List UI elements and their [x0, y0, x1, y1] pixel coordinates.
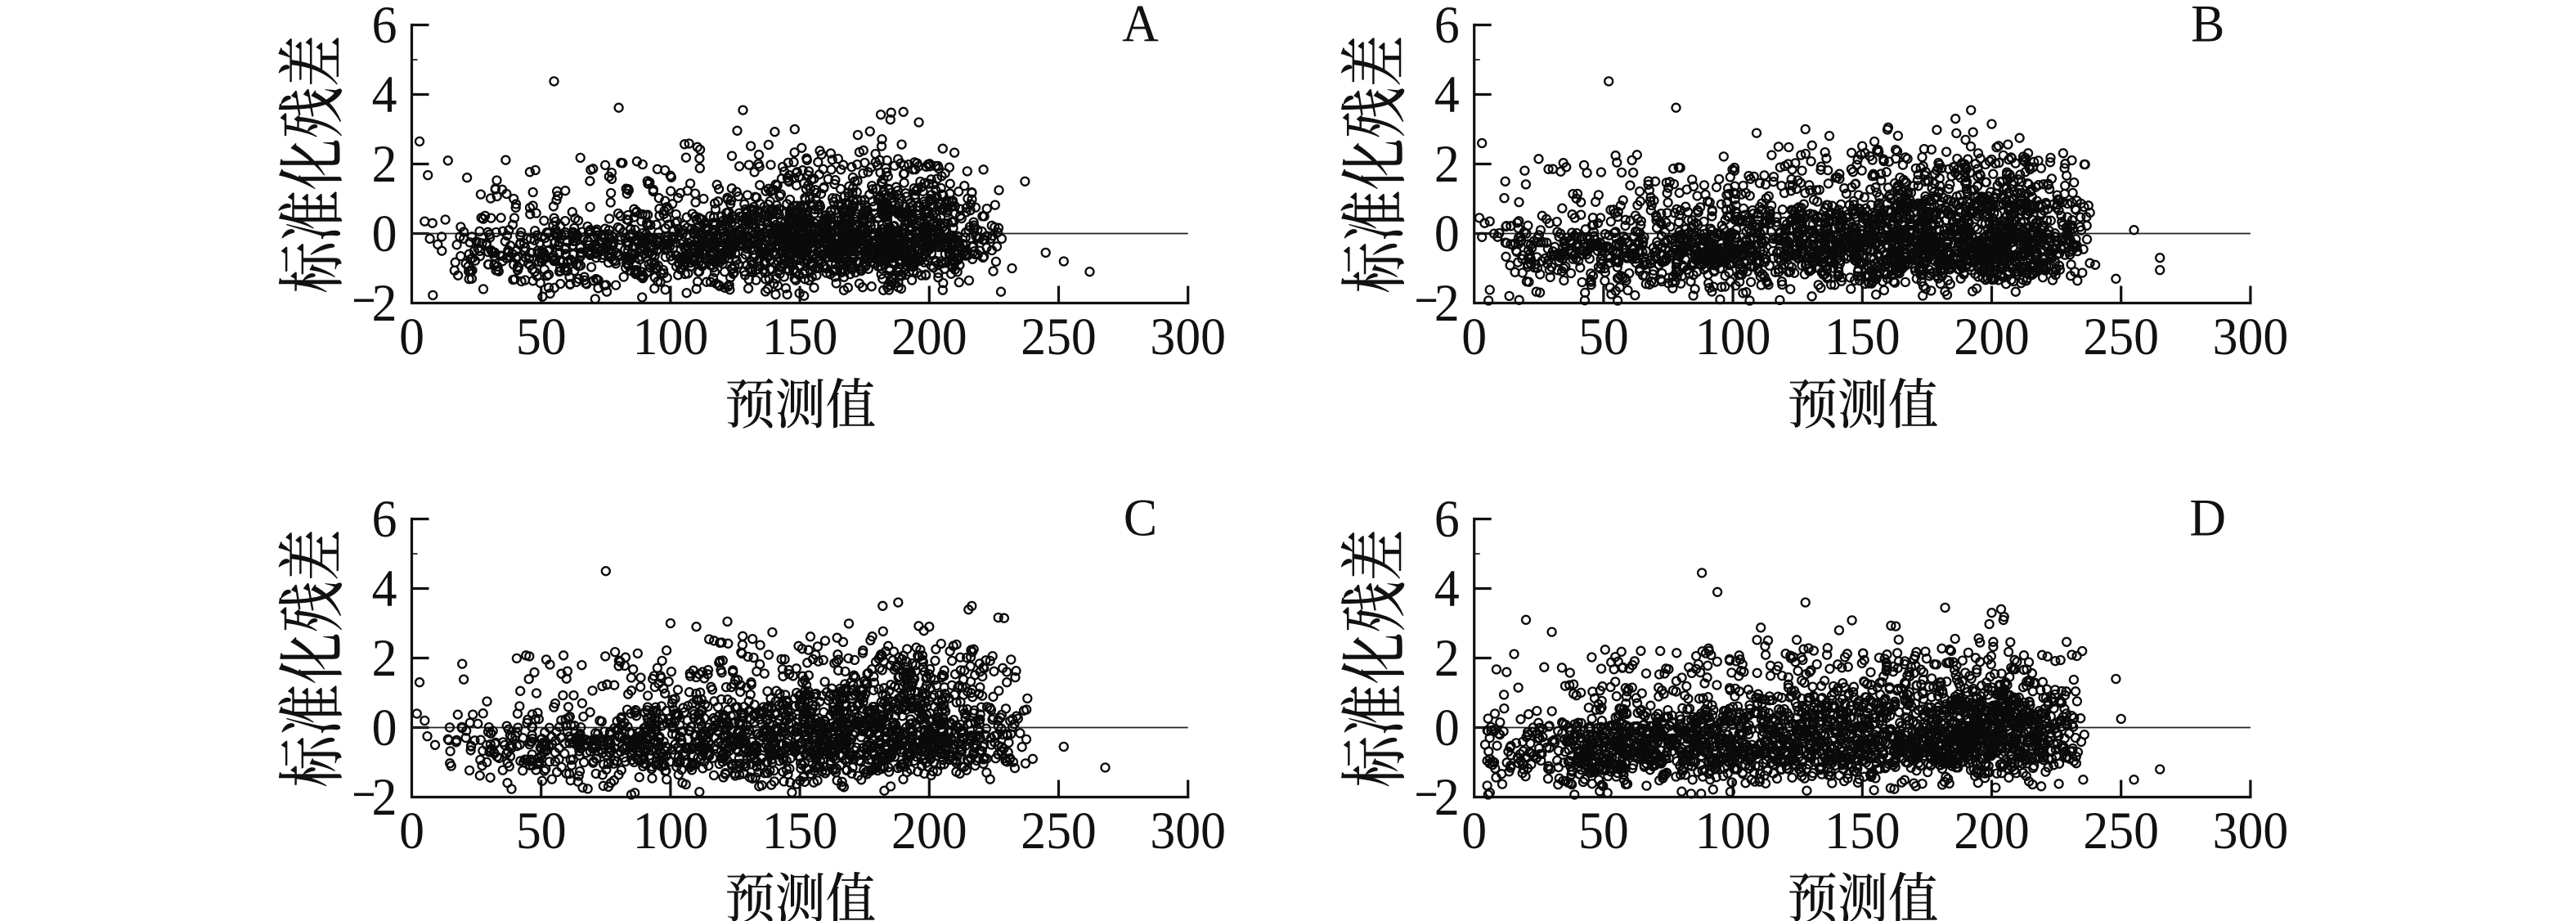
- svg-text:50: 50: [516, 802, 567, 860]
- svg-text:300: 300: [2213, 308, 2289, 366]
- svg-text:0: 0: [1434, 204, 1460, 263]
- svg-text:6: 6: [372, 0, 397, 54]
- svg-text:150: 150: [762, 802, 838, 860]
- svg-text:200: 200: [891, 802, 967, 860]
- svg-text:50: 50: [1578, 308, 1629, 366]
- svg-text:2: 2: [372, 135, 397, 194]
- svg-text:2: 2: [372, 274, 397, 333]
- svg-text:2: 2: [1434, 135, 1460, 194]
- svg-text:200: 200: [891, 308, 967, 366]
- svg-text:A: A: [1122, 0, 1159, 53]
- svg-text:6: 6: [1434, 0, 1460, 54]
- svg-text:250: 250: [1021, 802, 1097, 860]
- svg-text:0: 0: [1461, 308, 1487, 366]
- svg-text:100: 100: [1695, 308, 1771, 366]
- svg-text:0: 0: [372, 699, 397, 757]
- svg-text:4: 4: [1434, 65, 1460, 124]
- svg-text:2: 2: [1434, 274, 1460, 333]
- svg-text:4: 4: [372, 559, 397, 618]
- svg-text:2: 2: [372, 768, 397, 827]
- svg-text:250: 250: [2083, 308, 2159, 366]
- svg-text:300: 300: [1150, 308, 1226, 366]
- svg-text:2: 2: [372, 629, 397, 688]
- svg-text:150: 150: [1824, 308, 1901, 366]
- svg-text:50: 50: [516, 308, 567, 366]
- svg-text:250: 250: [1021, 308, 1097, 366]
- svg-text:0: 0: [399, 802, 424, 860]
- svg-text:6: 6: [372, 490, 397, 549]
- svg-text:0: 0: [372, 204, 397, 263]
- svg-text:200: 200: [1954, 308, 2030, 366]
- svg-text:C: C: [1124, 488, 1157, 547]
- svg-text:B: B: [2191, 0, 2224, 53]
- svg-text:0: 0: [399, 308, 424, 366]
- svg-text:300: 300: [1150, 802, 1226, 860]
- svg-text:4: 4: [372, 65, 397, 124]
- svg-text:150: 150: [762, 308, 838, 366]
- svg-text:100: 100: [633, 802, 709, 860]
- svg-text:100: 100: [633, 308, 709, 366]
